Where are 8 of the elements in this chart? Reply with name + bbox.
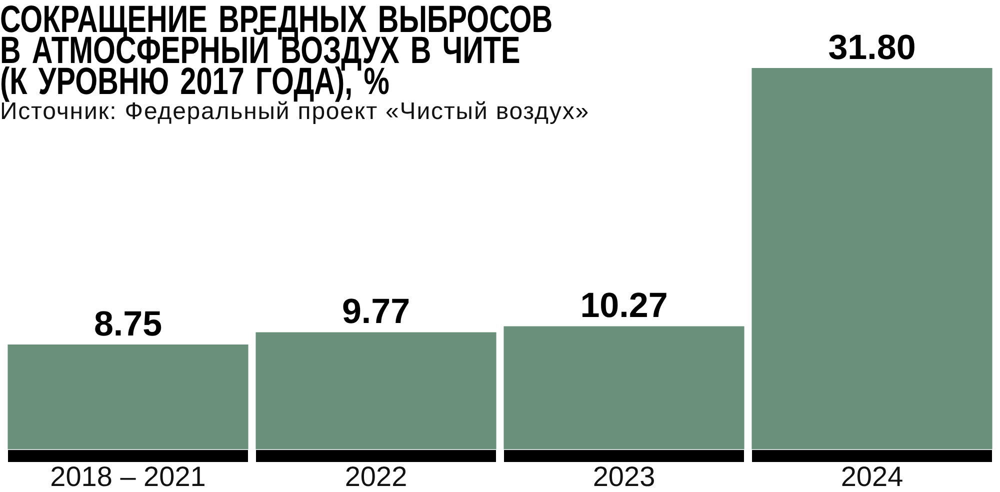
x-tick-label: 2023 [592,460,656,492]
data-label: 31.80 [828,28,916,67]
x-tick-label: 2018 – 2021 [50,460,206,492]
data-label: 10.27 [580,286,668,326]
data-label: 8.75 [94,304,162,344]
x-tick-label: 2024 [840,460,904,492]
data-label: 9.77 [342,292,410,332]
x-tick-label: 2022 [344,460,408,492]
